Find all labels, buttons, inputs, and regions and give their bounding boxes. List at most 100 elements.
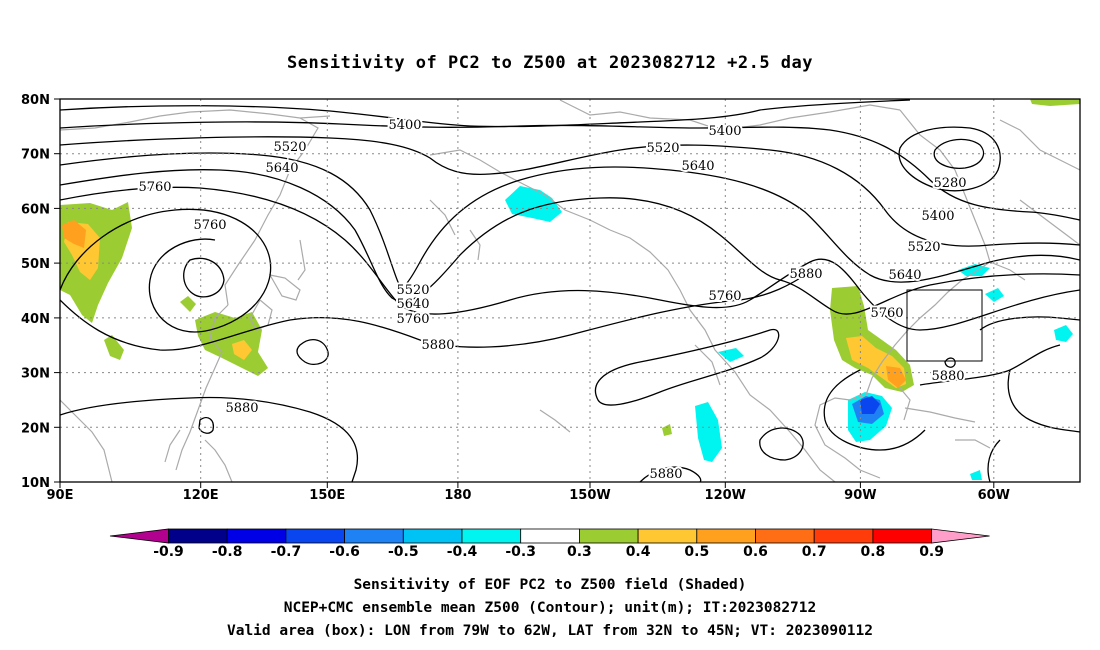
colorbar-swatch — [285, 528, 345, 544]
contour-label: 5640 — [396, 297, 429, 312]
contour-label: 5520 — [273, 140, 306, 155]
shade-0.5-east-china — [232, 340, 252, 360]
contour-label: 5880 — [421, 338, 454, 353]
coastlines — [60, 99, 1080, 482]
lat-label: 50N — [21, 257, 50, 272]
shade-negative-east-pacific — [695, 402, 722, 462]
lon-label: 90E — [47, 488, 74, 503]
lon-label: 180 — [444, 488, 471, 503]
contour-label: 5400 — [388, 118, 421, 133]
graticule — [60, 99, 1080, 482]
colorbar-arrow-right — [931, 528, 990, 544]
colorbar-label: 0.3 — [567, 544, 592, 560]
colorbar-swatch — [872, 528, 933, 544]
lat-label: 30N — [21, 367, 50, 382]
contour-label: 5760 — [396, 312, 429, 327]
colorbar-swatch — [344, 528, 404, 544]
colorbar-label: -0.4 — [447, 544, 478, 560]
caption-line-3: Valid area (box): LON from 79W to 62W, L… — [227, 623, 873, 639]
contour-label: 5280 — [933, 176, 966, 191]
contour-label: 5760 — [708, 289, 741, 304]
longitude-labels: 90E 120E 150E 180 150W 120W 90W 60W — [47, 488, 1011, 503]
colorbar-swatch — [696, 528, 756, 544]
colorbar-swatch — [579, 528, 639, 544]
colorbar-swatch — [461, 528, 522, 544]
colorbar-swatch — [755, 528, 815, 544]
colorbar-swatch — [402, 528, 463, 544]
latitude-labels: 80N 70N 60N 50N 40N 30N 20N 10N — [21, 93, 50, 491]
colorbar-labels: -0.9 -0.8 -0.7 -0.6 -0.5 -0.4 -0.3 0.3 0… — [153, 544, 944, 560]
colorbar-label: -0.6 — [329, 544, 360, 560]
colorbar-label: 0.9 — [919, 544, 944, 560]
contour-labels: 5400 5400 5520 5520 5640 5640 5760 5760 … — [136, 116, 968, 482]
lat-label: 20N — [21, 421, 50, 436]
colorbar-swatch — [226, 528, 287, 544]
colorbar-label: -0.8 — [212, 544, 243, 560]
lat-label: 40N — [21, 312, 50, 327]
colorbar-swatch — [637, 528, 698, 544]
shade-negative-gulf-0.6 — [860, 396, 880, 414]
colorbar-swatch — [168, 528, 228, 544]
lon-label: 90W — [844, 488, 876, 503]
colorbar-swatch — [520, 528, 580, 544]
map-frame — [59, 98, 1081, 483]
contour-label: 5880 — [225, 401, 258, 416]
colorbar-label: 0.6 — [743, 544, 768, 560]
shade-negative-caribbean — [970, 470, 982, 480]
contour-label: 5400 — [708, 124, 741, 139]
colorbar-label: 0.7 — [802, 544, 827, 560]
lon-label: 150E — [309, 488, 345, 503]
colorbar-label: 0.5 — [684, 544, 709, 560]
colorbar-label: -0.3 — [505, 544, 536, 560]
colorbar: -0.9 -0.8 -0.7 -0.6 -0.5 -0.4 -0.3 0.3 0… — [109, 528, 990, 560]
contour-label: 5520 — [396, 283, 429, 298]
contour-label: 5760 — [193, 218, 226, 233]
lon-label: 60W — [978, 488, 1010, 503]
contour-label: 5760 — [138, 180, 171, 195]
lat-label: 80N — [21, 93, 50, 108]
contour-label: 5640 — [265, 161, 298, 176]
shade-positive-east-china — [195, 312, 268, 376]
colorbar-label: -0.7 — [271, 544, 302, 560]
lat-label: 10N — [21, 476, 50, 491]
shade-negative-atlantic-a — [985, 288, 1004, 302]
contour-label: 5640 — [888, 268, 921, 283]
contour-label: 5880 — [931, 369, 964, 384]
colorbar-label: -0.5 — [388, 544, 419, 560]
shade-negative-mexico-small — [718, 348, 744, 362]
contour-label: 5880 — [789, 267, 822, 282]
map-panel: 5400 5400 5520 5520 5640 5640 5760 5760 … — [21, 93, 1081, 503]
contour-label: 5640 — [681, 159, 714, 174]
shade-negative-atlantic-b — [1054, 325, 1073, 342]
latitude-axis — [54, 98, 60, 483]
contour-label: 5400 — [921, 209, 954, 224]
shade-positive-arctic — [1030, 99, 1080, 106]
z500-contours — [60, 99, 1080, 482]
colorbar-arrow-left — [109, 528, 169, 544]
figure-title: Sensitivity of PC2 to Z500 at 2023082712… — [287, 53, 813, 73]
lon-label: 150W — [569, 488, 610, 503]
lat-label: 60N — [21, 202, 50, 217]
caption-line-1: Sensitivity of EOF PC2 to Z500 field (Sh… — [354, 577, 747, 593]
shade-positive-small-tibet — [104, 335, 124, 360]
contour-label: 5520 — [646, 141, 679, 156]
colorbar-label: -0.9 — [153, 544, 184, 560]
colorbar-swatches — [109, 528, 990, 544]
contour-label: 5760 — [870, 306, 903, 321]
shade-positive-pacific-small — [662, 424, 672, 436]
colorbar-swatch — [813, 528, 874, 544]
contour-label: 5880 — [649, 467, 682, 482]
contour-label: 5520 — [907, 240, 940, 255]
shade-0.6-east-us — [886, 366, 906, 388]
lat-label: 70N — [21, 148, 50, 163]
colorbar-label: 0.8 — [860, 544, 885, 560]
valid-area-box — [906, 289, 983, 362]
lon-label: 120W — [705, 488, 746, 503]
longitude-axis — [59, 482, 995, 488]
caption-line-2: NCEP+CMC ensemble mean Z500 (Contour); u… — [284, 600, 817, 616]
shade-positive-manchuria — [180, 296, 196, 312]
lon-label: 120E — [183, 488, 219, 503]
shade-0.6-central-asia — [62, 220, 86, 248]
colorbar-label: 0.4 — [626, 544, 651, 560]
